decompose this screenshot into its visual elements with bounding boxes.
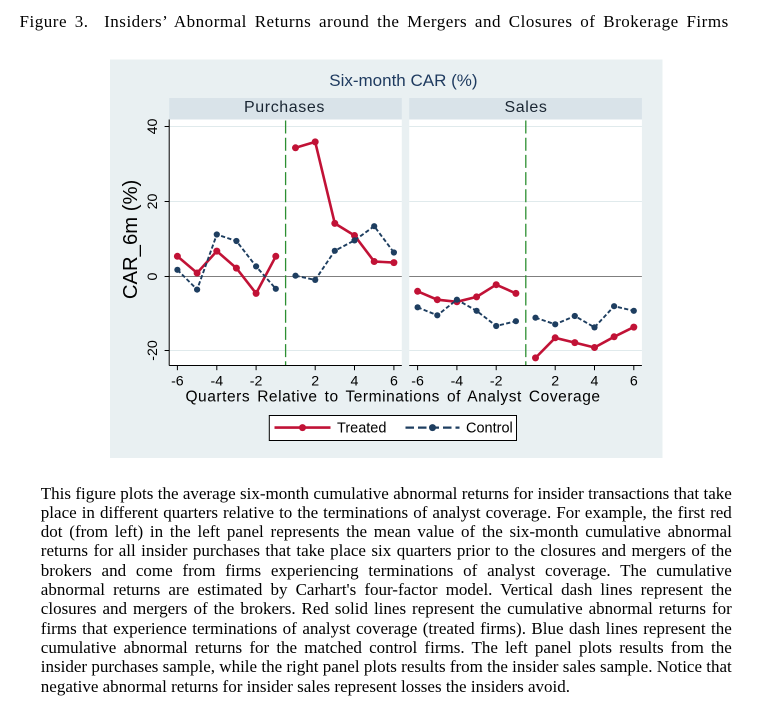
svg-text:Control: Control xyxy=(466,421,513,437)
svg-text:-6: -6 xyxy=(171,373,184,389)
svg-text:-4: -4 xyxy=(451,373,464,389)
svg-text:-2: -2 xyxy=(490,373,503,389)
svg-text:-2: -2 xyxy=(250,373,263,389)
svg-text:2: 2 xyxy=(311,373,319,389)
svg-text:4: 4 xyxy=(591,373,599,389)
svg-text:40: 40 xyxy=(145,119,161,135)
svg-text:6: 6 xyxy=(390,373,398,389)
svg-text:CAR_6m (%): CAR_6m (%) xyxy=(120,180,142,299)
svg-text:Purchases: Purchases xyxy=(244,99,325,116)
svg-text:Six-month CAR (%): Six-month CAR (%) xyxy=(329,71,477,90)
svg-text:20: 20 xyxy=(145,194,161,210)
svg-text:-6: -6 xyxy=(411,373,424,389)
svg-text:-20: -20 xyxy=(145,340,161,361)
svg-text:Quarters Relative to Terminati: Quarters Relative to Terminations of Ana… xyxy=(185,389,600,406)
svg-text:Treated: Treated xyxy=(337,421,386,437)
svg-text:2: 2 xyxy=(551,373,559,389)
svg-text:-4: -4 xyxy=(210,373,223,389)
svg-text:0: 0 xyxy=(145,272,161,280)
svg-text:4: 4 xyxy=(351,373,359,389)
svg-text:6: 6 xyxy=(630,373,638,389)
svg-text:Sales: Sales xyxy=(504,99,547,116)
